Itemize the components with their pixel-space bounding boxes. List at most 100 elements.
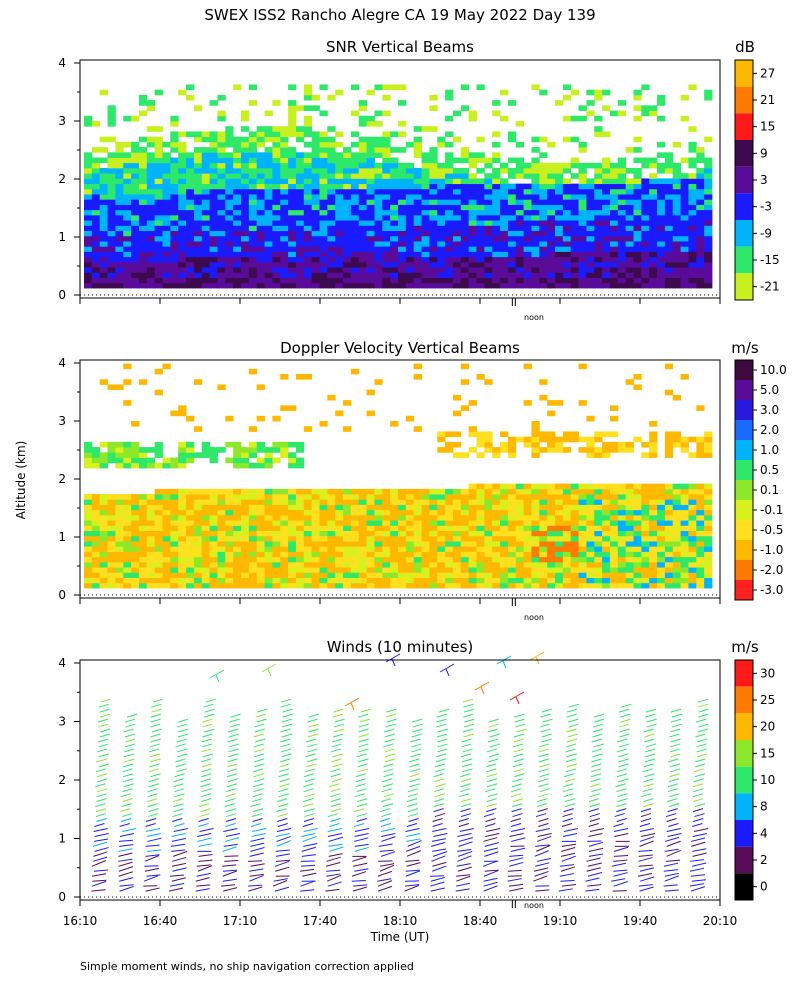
heatmap-cell — [429, 494, 438, 500]
heatmap-cell — [295, 235, 305, 242]
heatmap-cell — [437, 499, 446, 505]
wind-barb — [383, 768, 394, 773]
heatmap-cell — [657, 220, 666, 226]
heatmap-cell — [91, 235, 101, 242]
heatmap-cell — [484, 162, 493, 169]
heatmap-cell — [288, 157, 297, 164]
wind-barb — [460, 808, 471, 813]
heatmap-cell — [452, 525, 462, 532]
heatmap-cell — [178, 277, 187, 284]
heatmap-cell — [602, 188, 611, 195]
heatmap-cell — [382, 141, 391, 148]
heatmap-cell — [217, 178, 226, 185]
heatmap-cell — [288, 282, 297, 289]
heatmap-cell — [115, 441, 124, 448]
heatmap-cell — [115, 577, 124, 584]
heatmap-cell — [500, 541, 509, 547]
heatmap-cell — [178, 246, 187, 252]
heatmap-cell — [539, 379, 548, 385]
wind-barb — [407, 840, 422, 847]
wind-barb — [301, 846, 316, 852]
heatmap-cell — [468, 504, 477, 511]
heatmap-cell — [507, 551, 517, 558]
heatmap-cell — [664, 267, 674, 273]
heatmap-cell — [609, 209, 619, 216]
heatmap-cell — [99, 504, 108, 511]
heatmap-cell — [131, 535, 140, 542]
heatmap-cell — [178, 178, 187, 185]
heatmap-cell — [264, 452, 273, 458]
heatmap-cell — [311, 246, 320, 252]
heatmap-cell — [539, 199, 548, 205]
heatmap-cell — [390, 225, 399, 232]
heatmap-cell — [186, 277, 195, 284]
heatmap-cell — [99, 462, 108, 469]
heatmap-cell — [515, 530, 524, 537]
heatmap-cell — [594, 282, 603, 289]
heatmap-cell — [539, 582, 548, 589]
heatmap-cell — [445, 246, 454, 252]
heatmap-cell — [437, 582, 446, 589]
heatmap-cell — [225, 556, 234, 563]
heatmap-cell — [366, 162, 375, 169]
heatmap-cell — [335, 235, 344, 242]
heatmap-cell — [672, 188, 681, 195]
heatmap-cell — [413, 561, 422, 568]
heatmap-cell — [531, 572, 540, 578]
heatmap-cell — [633, 267, 642, 273]
heatmap-cell — [162, 225, 171, 232]
heatmap-cell — [272, 267, 281, 273]
heatmap-cell — [264, 577, 273, 584]
heatmap-cell — [688, 178, 697, 185]
heatmap-cell — [311, 530, 320, 537]
heatmap-cell — [398, 183, 407, 190]
heatmap-cell — [84, 261, 93, 268]
heatmap-cell — [555, 277, 564, 284]
heatmap-cell — [405, 494, 415, 500]
heatmap-cell — [492, 183, 501, 190]
heatmap-cell — [123, 267, 132, 273]
heatmap-cell — [84, 530, 93, 537]
heatmap-cell — [84, 152, 93, 158]
heatmap-cell — [99, 561, 108, 568]
heatmap-cell — [445, 577, 454, 584]
heatmap-cell — [539, 546, 548, 552]
heatmap-cell — [664, 577, 674, 584]
heatmap-cell — [390, 494, 399, 500]
heatmap-cell — [531, 426, 540, 432]
heatmap-cell — [154, 194, 163, 200]
heatmap-cell — [99, 230, 108, 237]
heatmap-cell — [460, 230, 470, 237]
heatmap-cell — [500, 504, 509, 511]
heatmap-cell — [594, 235, 603, 242]
wind-barb — [560, 866, 576, 872]
heatmap-cell — [680, 214, 689, 221]
heatmap-cell — [641, 188, 650, 195]
heatmap-cell — [452, 178, 462, 185]
wind-barb — [96, 793, 107, 798]
heatmap-cell — [256, 178, 265, 185]
wind-barb — [252, 798, 263, 803]
heatmap-cell — [405, 173, 415, 179]
heatmap-cell — [303, 178, 313, 185]
wind-barb — [534, 870, 549, 877]
heatmap-cell — [131, 235, 140, 242]
heatmap-cell — [170, 509, 179, 516]
wind-barb — [98, 763, 110, 768]
heatmap-cell — [649, 514, 658, 521]
heatmap-cell — [233, 225, 242, 232]
heatmap-cell — [374, 267, 383, 273]
heatmap-cell — [233, 567, 242, 573]
heatmap-cell — [311, 282, 320, 289]
heatmap-cell — [594, 436, 603, 443]
heatmap-cell — [492, 282, 501, 289]
heatmap-cell — [500, 582, 509, 589]
heatmap-cell — [99, 209, 108, 216]
heatmap-cell — [162, 214, 171, 221]
heatmap-cell — [382, 246, 391, 252]
heatmap-cell — [84, 514, 93, 521]
heatmap-cell — [633, 136, 642, 143]
heatmap-cell — [680, 441, 689, 448]
heatmap-cell — [390, 488, 399, 495]
heatmap-cell — [570, 115, 579, 122]
